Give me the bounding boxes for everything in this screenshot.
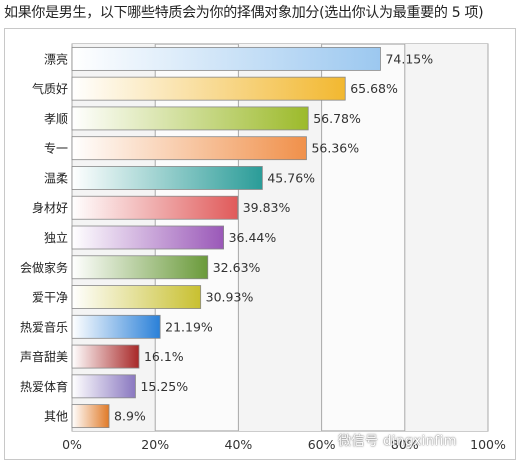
category-label: 热爱体育 bbox=[20, 379, 68, 394]
value-label: 74.15% bbox=[385, 51, 433, 66]
category-label: 热爱音乐 bbox=[20, 319, 68, 334]
value-label: 56.78% bbox=[313, 111, 361, 126]
bar bbox=[71, 166, 263, 190]
x-tick-label: 0% bbox=[62, 437, 82, 452]
bar bbox=[71, 285, 202, 309]
bar bbox=[71, 314, 161, 339]
x-tick-label: 100% bbox=[470, 437, 506, 452]
x-tick-label: 40% bbox=[225, 437, 253, 452]
category-label: 身材好 bbox=[32, 200, 68, 215]
value-label: 8.9% bbox=[114, 409, 146, 424]
bar bbox=[71, 46, 381, 71]
bar bbox=[71, 404, 110, 429]
plot-band bbox=[404, 44, 488, 431]
chart-title: 如果你是男生，以下哪些特质会为你的择偶对象加分(选出你认为最重要的 5 项) bbox=[4, 5, 484, 21]
category-label: 气质好 bbox=[32, 81, 68, 96]
bar bbox=[71, 344, 140, 369]
value-label: 36.44% bbox=[229, 230, 277, 245]
category-label: 漂亮 bbox=[44, 51, 68, 66]
bar bbox=[71, 106, 309, 131]
category-label: 爱干净 bbox=[32, 291, 68, 305]
category-label: 会做家务 bbox=[20, 260, 68, 275]
bar-chart: 0% 20% 40% 60% 80% 100% 漂亮 74.15% 气质好 65.68% 孝顺 56.… bbox=[20, 43, 506, 452]
value-label: 15.25% bbox=[140, 379, 188, 394]
value-label: 16.1% bbox=[144, 349, 184, 364]
value-label: 21.19% bbox=[165, 319, 213, 334]
value-label: 39.83% bbox=[243, 200, 291, 215]
chart-frame: 0% 20% 40% 60% 80% 100% 漂亮 74.15% 气质好 65.68% 孝顺 56.… bbox=[4, 28, 516, 460]
value-label: 56.36% bbox=[311, 141, 359, 156]
value-label: 45.76% bbox=[267, 170, 315, 185]
category-label: 专一 bbox=[44, 141, 68, 156]
x-tick-label: 60% bbox=[308, 437, 336, 452]
category-label: 声音甜美 bbox=[20, 349, 68, 364]
bar bbox=[71, 136, 307, 161]
x-tick-label: 20% bbox=[141, 437, 169, 452]
watermark: 微信号 dingxinfim bbox=[338, 434, 457, 449]
category-label: 温柔 bbox=[44, 171, 68, 185]
bar bbox=[71, 374, 136, 399]
category-label: 独立 bbox=[44, 230, 68, 245]
category-label: 其他 bbox=[44, 410, 68, 424]
bar bbox=[71, 195, 239, 220]
value-label: 65.68% bbox=[350, 81, 398, 96]
category-label: 孝顺 bbox=[44, 112, 68, 126]
x-tick-label: 80% bbox=[391, 437, 419, 452]
bar bbox=[71, 255, 209, 280]
value-label: 32.63% bbox=[213, 260, 261, 275]
bar bbox=[71, 76, 346, 101]
value-label: 30.93% bbox=[206, 290, 254, 305]
bar bbox=[71, 225, 224, 250]
